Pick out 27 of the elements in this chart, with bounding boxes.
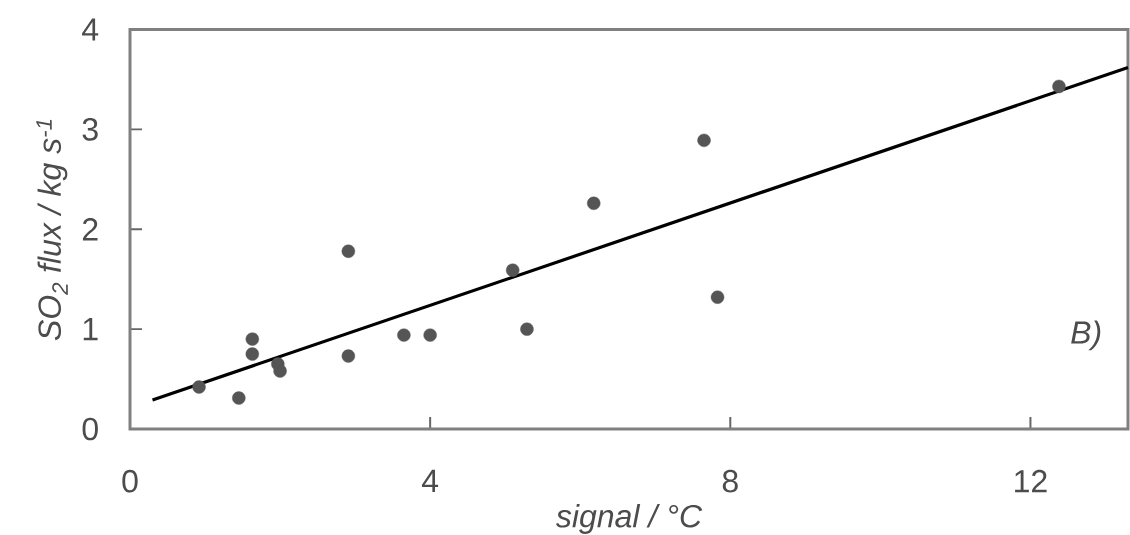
point [587, 196, 601, 210]
x-tick-label: 8 [722, 469, 738, 493]
point [341, 349, 356, 363]
y-tick-label: 0 [82, 417, 98, 441]
point [245, 332, 259, 346]
y-tick-label: 3 [82, 118, 98, 141]
x-tick-label: 4 [421, 469, 439, 492]
point [397, 328, 411, 342]
y-tick-label: 2 [82, 218, 98, 241]
point [232, 391, 246, 405]
point [273, 364, 287, 378]
point [520, 322, 534, 336]
point [697, 133, 711, 148]
y-axis-title: SO$_{2}$ flux / kg s$^{-1}$ [36, 119, 68, 341]
x-tick-label: 0 [122, 469, 138, 493]
point [710, 290, 725, 304]
point [245, 347, 259, 361]
point [192, 380, 206, 394]
y-tick-label: 4 [82, 18, 99, 41]
annotation: B) [1071, 320, 1101, 351]
point [423, 328, 437, 342]
x-tick-label: 12 [1015, 469, 1047, 493]
point [506, 263, 520, 277]
point [1052, 79, 1066, 94]
x-axis-title: signal / °C [555, 504, 703, 534]
point [341, 244, 356, 258]
y-tick-label: 1 [83, 318, 98, 341]
